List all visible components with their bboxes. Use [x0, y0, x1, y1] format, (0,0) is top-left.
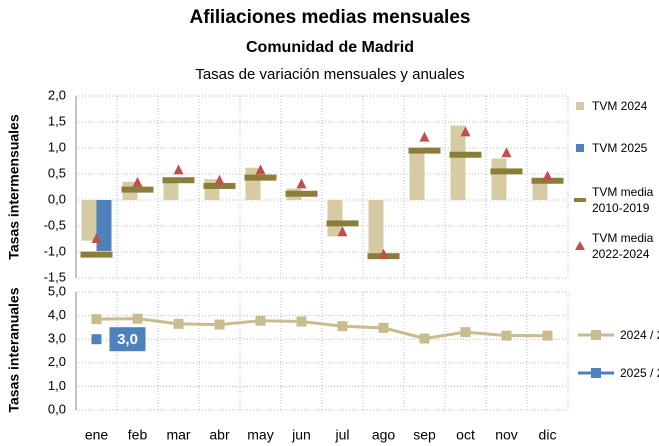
- marker: [296, 316, 307, 327]
- legend-entry: TVM media 2010-2019: [574, 184, 659, 216]
- y-tick-label: 1,5: [48, 113, 66, 128]
- bar: [491, 158, 507, 200]
- y-tick-label: 0,5: [48, 165, 66, 180]
- x-tick-label: oct: [456, 427, 475, 443]
- dash: [449, 151, 482, 158]
- x-tick-label: feb: [128, 427, 148, 443]
- y-tick-label: -1,0: [44, 243, 66, 258]
- y-tick-label: 3,0: [48, 331, 66, 346]
- bar: [96, 200, 112, 251]
- marker: [91, 334, 102, 345]
- legend-label: TVM media 2022-2024: [592, 231, 654, 261]
- triangle: [296, 178, 307, 189]
- marker: [132, 313, 143, 324]
- dash: [80, 251, 113, 258]
- x-tick-label: nov: [495, 427, 518, 443]
- bar: [450, 125, 466, 200]
- x-tick-label: jun: [291, 427, 311, 443]
- dash: [121, 186, 154, 193]
- y-tick-label: 2,0: [48, 87, 66, 102]
- dash: [285, 190, 318, 197]
- x-tick-label: ene: [85, 427, 109, 443]
- legend-swatch: [574, 198, 586, 202]
- y-tick-label: 0,0: [48, 191, 66, 206]
- legend-label: 2025 / 2024: [620, 366, 659, 380]
- value-label: 3,0: [117, 331, 138, 348]
- dash: [326, 220, 359, 227]
- marker: [542, 330, 553, 341]
- y-tick-label: 0,0: [48, 401, 66, 416]
- dash: [531, 177, 564, 184]
- chart-note: Tasas de variación mensuales y anuales: [195, 66, 464, 83]
- dash: [162, 177, 195, 184]
- marker: [214, 319, 225, 330]
- legend-label: TVM 2025: [592, 141, 648, 155]
- dash: [244, 174, 277, 181]
- legend-entry: TVM media 2022-2024: [574, 230, 659, 262]
- y-tick-label: 5,0: [48, 283, 66, 298]
- y-tick-label: 2,0: [48, 354, 66, 369]
- legend-swatch: [575, 241, 585, 250]
- bar: [368, 200, 384, 255]
- triangle: [419, 131, 430, 142]
- dash: [490, 168, 523, 175]
- legend-swatch: [576, 102, 584, 110]
- triangle: [501, 147, 512, 158]
- value-label-box: [109, 327, 146, 352]
- legend-entry: 2024 / 2023: [578, 327, 659, 343]
- x-tick-label: may: [247, 427, 273, 443]
- dash: [203, 182, 236, 189]
- bar: [327, 200, 343, 237]
- x-tick-label: dic: [539, 427, 557, 443]
- x-tick-label: jul: [334, 427, 349, 443]
- y-tick-label: -0,5: [44, 217, 66, 232]
- legend-entry: TVM 2024: [574, 98, 659, 114]
- legend-entry: 2025 / 2024: [578, 365, 659, 381]
- x-tick-label: sep: [413, 427, 436, 443]
- x-tick-label: ago: [372, 427, 396, 443]
- triangle: [132, 176, 143, 187]
- bar: [409, 148, 425, 200]
- dash: [408, 147, 441, 154]
- line: [96, 317, 548, 341]
- marker: [501, 330, 512, 341]
- x-tick-label: mar: [166, 427, 190, 443]
- y-axis-label: Tasas interanuales: [6, 287, 22, 412]
- y-tick-label: 1,0: [48, 139, 66, 154]
- triangle: [214, 174, 225, 185]
- legend-label: TVM 2024: [592, 99, 648, 113]
- chart-title: Afiliaciones medias mensuales: [190, 7, 471, 28]
- y-tick-label: 1,0: [48, 378, 66, 393]
- legend-swatch: [578, 368, 614, 378]
- y-axis-label: Tasas intermensuales: [6, 114, 22, 259]
- legend-label: TVM media 2010-2019: [592, 185, 654, 215]
- triangle: [542, 170, 553, 181]
- bar: [163, 178, 179, 200]
- y-tick-label: 4,0: [48, 307, 66, 322]
- marker: [173, 318, 184, 329]
- triangle: [255, 164, 266, 175]
- triangle: [378, 248, 389, 259]
- marker: [378, 322, 389, 333]
- marker: [337, 321, 348, 332]
- chart-subtitle: Comunidad de Madrid: [246, 39, 414, 56]
- marker: [255, 315, 266, 326]
- legend-swatch: [576, 144, 584, 152]
- x-tick-label: abr: [209, 427, 230, 443]
- triangle: [460, 126, 471, 137]
- triangle: [173, 164, 184, 175]
- marker: [91, 314, 102, 325]
- bar: [81, 200, 97, 241]
- marker: [460, 327, 471, 338]
- marker: [419, 333, 430, 344]
- legend-label: 2024 / 2023: [620, 328, 659, 342]
- legend-entry: TVM 2025: [574, 140, 659, 156]
- triangle: [337, 226, 348, 237]
- y-tick-label: -1,5: [44, 269, 66, 284]
- triangle: [91, 233, 102, 243]
- legend-swatch: [578, 330, 614, 340]
